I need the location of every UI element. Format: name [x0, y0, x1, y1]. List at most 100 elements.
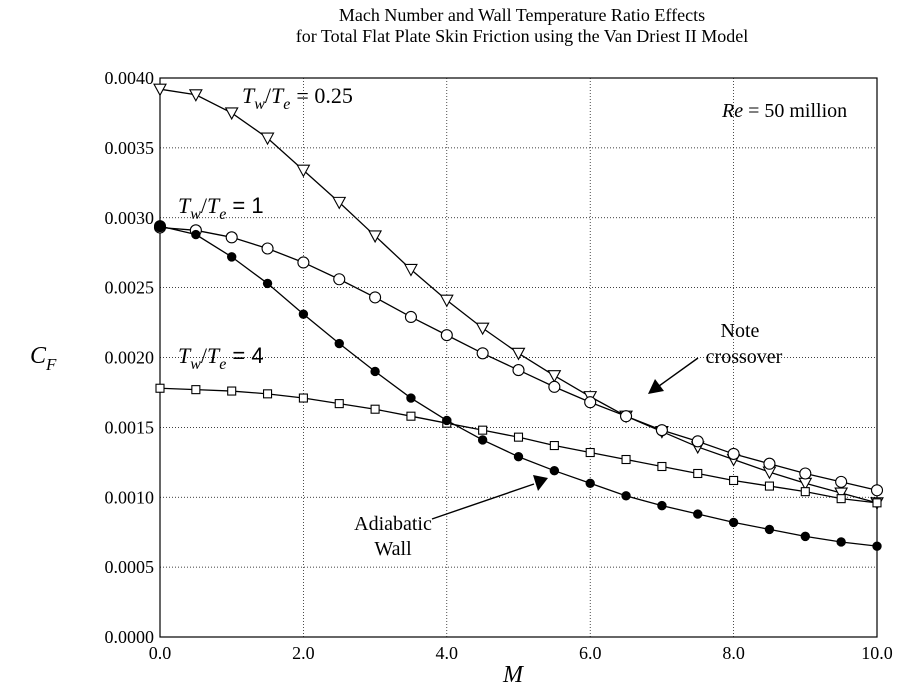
point-adiabatic: [800, 531, 810, 542]
point-tw4: [729, 475, 739, 486]
point-tw1: [870, 484, 884, 497]
y-tick-label: 0.0040: [105, 68, 155, 88]
point-adiabatic: [191, 229, 201, 240]
point-tw025: [332, 196, 347, 210]
point-tw1: [835, 475, 848, 488]
label-tw-4-value: = 4: [232, 343, 263, 368]
y-tick-label: 0.0015: [105, 417, 155, 437]
point-tw1: [584, 396, 597, 409]
adiabatic-note-line1: Adiabatic: [354, 513, 432, 535]
chart-title: Mach Number and Wall Temperature Ratio E…: [339, 5, 705, 25]
label-tw-4-slash: /: [201, 343, 208, 368]
label-tw-4-esub: e: [219, 356, 226, 373]
point-tw1: [261, 242, 274, 255]
point-adiabatic: [693, 509, 703, 519]
point-adiabatic: [298, 309, 309, 319]
point-tw4: [549, 440, 559, 451]
y-axis-label-sub: F: [45, 355, 57, 374]
gridlines: [160, 78, 877, 637]
point-tw025: [439, 294, 454, 308]
crossover-note-line2: crossover: [706, 346, 783, 368]
label-tw-4-tnum: T: [178, 343, 192, 368]
point-adiabatic: [585, 478, 595, 488]
point-tw1: [763, 457, 776, 470]
label-tw-1-wsub: w: [190, 206, 201, 223]
label-tw-025-esub: e: [283, 96, 290, 113]
point-adiabatic: [477, 435, 488, 445]
series-line-adiabatic: [159, 225, 878, 547]
point-tw4: [262, 389, 273, 399]
x-tick-label: 8.0: [722, 643, 745, 663]
point-tw1: [476, 347, 489, 360]
reynolds-value: = 50 million: [748, 100, 847, 122]
point-tw025: [296, 164, 311, 178]
crossover-arrow-shaft: [658, 357, 699, 387]
point-tw4: [585, 447, 595, 458]
point-tw025: [260, 132, 275, 146]
label-tw-1-value: = 1: [232, 193, 263, 218]
series-tw4: [155, 383, 882, 508]
label-tw-1-tnum: T: [178, 193, 192, 218]
point-tw4: [227, 386, 237, 396]
point-tw4: [657, 461, 667, 472]
label-tw-1-slash: /: [201, 193, 208, 218]
label-tw-1-tden: T: [207, 193, 221, 218]
label-tw-025-wsub: w: [254, 96, 265, 113]
point-tw4: [836, 494, 846, 504]
y-axis-label: CF: [30, 343, 57, 374]
point-tw025: [188, 89, 203, 102]
label-tw-4-wsub: w: [190, 356, 201, 373]
point-tw4: [478, 425, 488, 435]
adiabatic-arrow-shaft: [431, 483, 535, 520]
adiabatic-note-line2: Wall: [374, 538, 412, 560]
y-tick-labels: 0.0000 0.0005 0.0010 0.0015 0.0020 0.0025 0.00…: [105, 68, 155, 647]
point-tw1: [225, 231, 238, 244]
point-adiabatic: [154, 220, 166, 233]
point-adiabatic: [262, 278, 273, 289]
point-tw1: [297, 256, 310, 269]
point-tw1: [548, 380, 561, 393]
y-tick-label: 0.0035: [105, 138, 155, 158]
point-adiabatic: [334, 338, 344, 349]
point-tw025: [404, 263, 418, 277]
label-tw-1: Tw/Te = 1: [178, 193, 264, 223]
y-tick-label: 0.0005: [105, 557, 155, 577]
point-tw1: [691, 435, 704, 448]
point-adiabatic: [621, 491, 631, 501]
chart-subtitle: for Total Flat Plate Skin Friction using…: [296, 26, 749, 46]
point-tw4: [298, 393, 308, 403]
plot-frame: [159, 77, 878, 638]
x-tick-label: 2.0: [292, 643, 315, 663]
point-adiabatic: [370, 366, 380, 377]
label-tw-1-esub: e: [219, 206, 226, 223]
y-tick-label: 0.0030: [105, 208, 155, 228]
point-tw4: [872, 498, 882, 508]
reynolds-label: Re = 50 million: [721, 100, 847, 122]
point-tw025: [475, 322, 490, 336]
point-tw025: [224, 107, 239, 121]
point-tw1: [369, 291, 382, 304]
label-tw-025-tden: T: [271, 83, 285, 108]
point-adiabatic: [549, 465, 560, 476]
point-tw4: [191, 385, 201, 395]
point-tw4: [693, 468, 703, 479]
point-tw025: [153, 83, 167, 97]
point-tw1: [727, 447, 740, 460]
series-tw025: [153, 83, 884, 510]
label-tw-025: Tw/Te = 0.25: [242, 83, 353, 113]
point-tw025: [368, 230, 383, 244]
point-tw1: [404, 310, 418, 324]
point-tw4: [621, 454, 631, 465]
point-tw1: [619, 410, 633, 423]
point-tw4: [764, 481, 775, 491]
label-tw-025-tnum: T: [242, 83, 256, 108]
x-tick-labels: 0.0 2.0 4.0 6.0 8.0 10.0: [149, 643, 893, 663]
point-adiabatic: [227, 252, 237, 262]
point-adiabatic: [442, 415, 452, 426]
point-adiabatic: [657, 500, 667, 511]
y-tick-label: 0.0020: [105, 348, 155, 368]
point-tw1: [799, 467, 812, 480]
reynolds-symbol: Re: [721, 100, 743, 122]
label-tw-025-value: = 0.25: [296, 83, 352, 108]
